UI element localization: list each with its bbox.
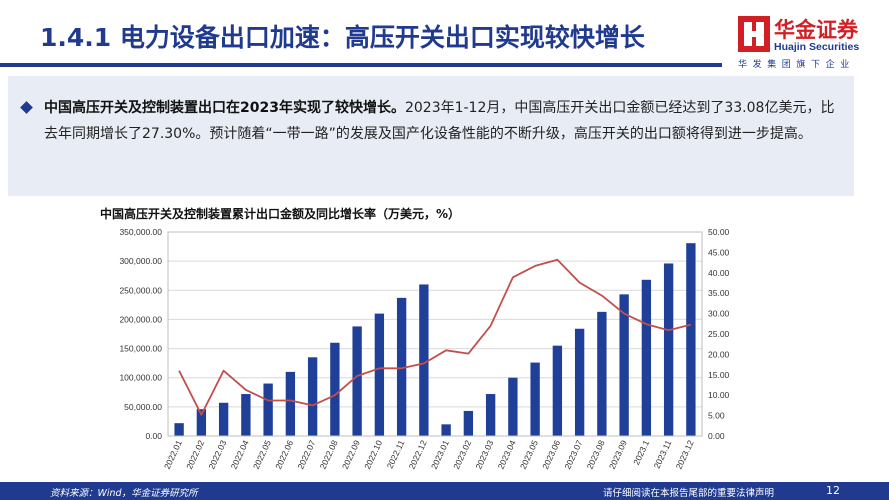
growth-rate-line	[178, 258, 692, 416]
x-tick-label: 2022.05	[251, 438, 273, 470]
y-left-tick-label: 50,000.00	[124, 402, 162, 412]
footer-bar	[0, 482, 889, 500]
bar	[241, 394, 251, 436]
y-left-tick-label: 100,000.00	[119, 373, 162, 383]
bar	[218, 402, 229, 436]
y-left-tick-label: 150,000.00	[119, 344, 162, 354]
logo-en: Huajin Securities	[774, 41, 860, 53]
bar	[463, 410, 474, 436]
x-tick-label: 2023.07	[562, 438, 584, 470]
x-tick-label: 2023.05	[518, 438, 540, 470]
plot-frame	[167, 231, 703, 437]
x-tick-label: 2022.01	[162, 438, 184, 470]
chart-bars	[174, 243, 696, 436]
y-right-tick-label: 10.00	[708, 390, 730, 400]
y-right-tick-label: 25.00	[708, 329, 730, 339]
y-left-tick-label: 200,000.00	[119, 314, 162, 324]
x-tick-label: 2023.09	[607, 438, 629, 470]
y-right-tick-label: 40.00	[708, 268, 730, 278]
x-tick-label: 2023.1	[631, 438, 651, 466]
bar	[663, 263, 674, 436]
huajin-logo-icon	[738, 16, 770, 52]
bar	[330, 342, 340, 436]
chart-gridlines	[168, 231, 702, 437]
page-title: 1.4.1 电力设备出口加速：高压开关出口实现较快增长	[40, 23, 645, 52]
bar	[619, 294, 629, 436]
y-right-tick-label: 20.00	[708, 349, 730, 359]
y-left-tick-label: 250,000.00	[119, 285, 162, 295]
y-left-tick-label: 0.00	[145, 431, 162, 441]
bar	[597, 311, 607, 436]
bar	[396, 297, 407, 436]
x-tick-label: 2022.09	[340, 438, 362, 470]
x-tick-label: 2022.12	[407, 438, 429, 470]
x-tick-label: 2022.07	[295, 438, 317, 470]
bar	[419, 284, 429, 436]
x-tick-label: 2023.08	[585, 438, 607, 470]
x-tick-label: 2023.12	[674, 438, 696, 470]
x-tick-label: 2022.11	[385, 438, 407, 470]
y-right-tick-label: 5.00	[708, 411, 725, 421]
bar	[552, 345, 563, 436]
x-tick-label: 2023.02	[451, 438, 473, 470]
x-tick-label: 2022.08	[318, 438, 340, 470]
bar	[285, 371, 296, 436]
y-right-tick-label: 45.00	[708, 247, 730, 257]
y-right-tick-label: 0.00	[708, 431, 725, 441]
chart-title: 中国高压开关及控制装置累计出口金额及同比增长率（万美元，%）	[100, 207, 461, 221]
summary-box: 中国高压开关及控制装置出口在2023年实现了较快增长。2023年1-12月，中国…	[8, 76, 854, 196]
logo-cn: 华金证券	[774, 18, 858, 42]
bar	[508, 377, 518, 436]
company-logo: 华金证券 Huajin Securities 华发集团旗下企业	[738, 16, 878, 72]
y-left-tick-label: 300,000.00	[119, 256, 162, 266]
summary-lead: 中国高压开关及控制装置出口在2023年实现了较快增长。	[44, 100, 405, 116]
chart-line	[178, 258, 692, 416]
bar	[307, 357, 318, 436]
bar	[374, 313, 385, 436]
bar	[530, 362, 540, 436]
bar	[485, 394, 496, 436]
bar	[686, 243, 696, 436]
x-tick-label: 2023.04	[496, 438, 518, 470]
x-tick-label: 2023.06	[540, 438, 562, 470]
x-tick-label: 2023.03	[473, 438, 495, 470]
footer-disclaimer: 请仔细阅读在本报告尾部的重要法律声明	[603, 488, 775, 499]
bar	[641, 279, 652, 436]
bar	[352, 326, 362, 436]
logo-tagline: 华发集团旗下企业	[738, 60, 855, 70]
x-tick-label: 2023.01	[429, 438, 451, 470]
x-tick-label: 2022.03	[206, 438, 228, 470]
y-right-tick-label: 30.00	[708, 309, 730, 319]
summary-body: 2023年1-12月，中国高压开关出口金额已经达到了33.08亿美元，比去年同期…	[44, 100, 835, 142]
x-tick-label: 2023.11	[652, 438, 674, 470]
y-right-tick-label: 15.00	[708, 370, 730, 380]
bar	[574, 328, 585, 436]
x-tick-label: 2022.04	[229, 438, 251, 470]
export-chart: 0.00 50,000.00 100,000.00 150,000.00 200,000…	[119, 227, 730, 471]
y-right-tick-label: 50.00	[708, 227, 730, 237]
bar	[174, 423, 184, 436]
bar	[196, 409, 207, 436]
page-number: 12	[826, 484, 840, 497]
x-tick-label: 2022.06	[273, 438, 295, 470]
footer-source: 资料来源：Wind，华金证券研究所	[50, 488, 198, 499]
bar	[263, 383, 273, 436]
title-divider	[0, 63, 722, 67]
y-right-tick-label: 35.00	[708, 288, 730, 298]
summary-text: 中国高压开关及控制装置出口在2023年实现了较快增长。2023年1-12月，中国…	[44, 95, 844, 147]
x-tick-label: 2022.02	[184, 438, 206, 470]
bar	[441, 424, 451, 436]
diamond-bullet-icon	[20, 101, 33, 114]
x-tick-label: 2022.10	[362, 438, 384, 470]
y-left-tick-label: 350,000.00	[119, 227, 162, 237]
